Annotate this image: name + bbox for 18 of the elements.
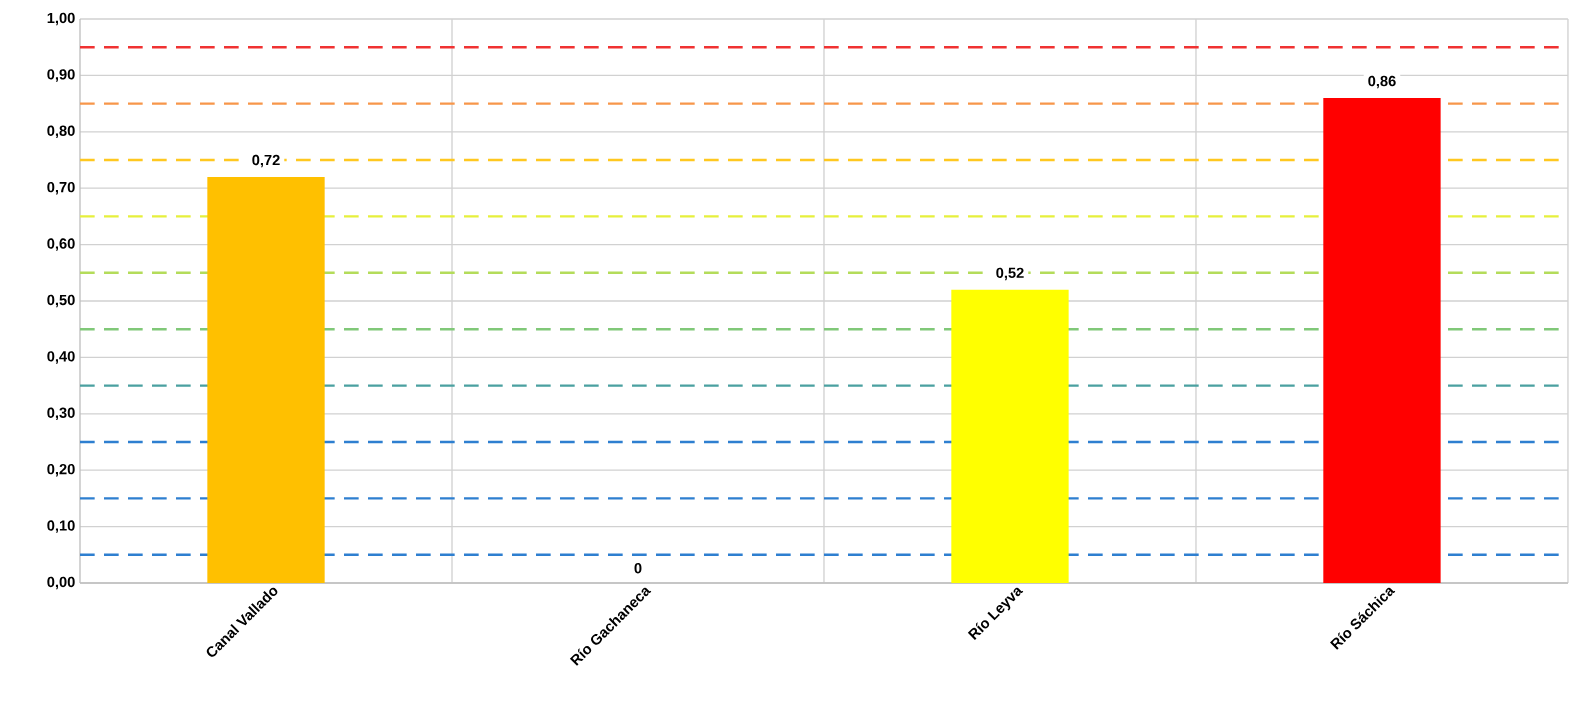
data-label: 0,86 xyxy=(1368,75,1396,89)
y-tick-label: 0,70 xyxy=(47,181,75,195)
y-tick-label: 1,00 xyxy=(47,12,75,26)
y-tick-label: 0,00 xyxy=(47,576,75,590)
y-tick-label: 0,30 xyxy=(47,407,75,421)
y-tick-label: 0,90 xyxy=(47,69,75,82)
y-tick-label: 0,40 xyxy=(47,351,75,364)
bar xyxy=(207,176,325,583)
y-tick-label: 0,50 xyxy=(47,294,75,308)
data-label: 0,52 xyxy=(996,267,1024,281)
data-label: 0 xyxy=(634,563,642,574)
bar xyxy=(1323,97,1441,583)
y-tick-label: 0,60 xyxy=(47,238,75,251)
y-tick-label: 0,80 xyxy=(47,125,75,139)
bar xyxy=(951,289,1069,583)
y-tick-label: 0,10 xyxy=(47,520,75,533)
data-label: 0,72 xyxy=(252,154,280,168)
y-tick-label: 0,20 xyxy=(47,463,75,477)
